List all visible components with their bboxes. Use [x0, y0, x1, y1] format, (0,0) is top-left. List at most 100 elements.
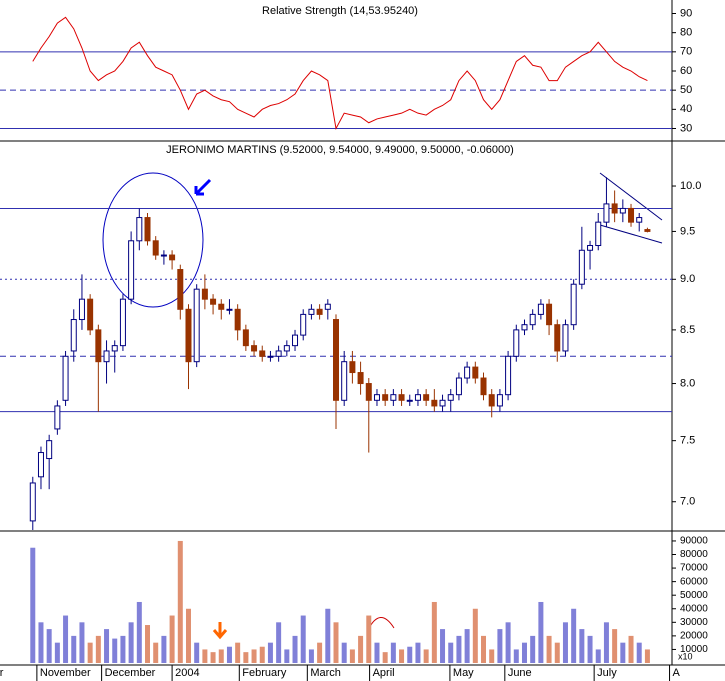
volume-bar [374, 642, 380, 663]
volume-bar [210, 652, 216, 663]
y-tick-label: 50000 [680, 590, 708, 601]
y-tick-label: 70000 [680, 563, 708, 574]
volume-bar [136, 601, 142, 663]
volume-bar [30, 547, 36, 663]
candle-body [128, 240, 135, 300]
candle-body [619, 207, 626, 214]
candle-body [185, 308, 192, 363]
candle-body [382, 394, 389, 401]
y-tick-label: 30000 [680, 617, 708, 628]
volume-bar [407, 646, 413, 663]
volume-bar [382, 652, 388, 663]
candle-body [267, 355, 274, 358]
y-tick-label: 8.5 [680, 324, 695, 336]
volume-bar [218, 649, 224, 663]
volume-bar [267, 642, 273, 663]
annotation-circle [102, 172, 204, 308]
candle-body [144, 217, 151, 242]
volume-bar [554, 642, 560, 663]
y-tick-label: 10.0 [680, 180, 701, 192]
candle-body [636, 217, 643, 223]
x-tick-label: June [508, 667, 532, 679]
volume-bar [185, 608, 191, 663]
x-tick-label: r [0, 667, 4, 679]
rsi-line [32, 16, 648, 131]
volume-bar [448, 642, 454, 663]
volume-bar [308, 649, 314, 663]
candle-body [414, 394, 421, 401]
volume-bar [538, 601, 544, 663]
volume-bar [579, 629, 585, 663]
candle-body [160, 254, 167, 257]
volume-bar [603, 622, 609, 663]
volume-bar [358, 635, 364, 663]
volume-bar [226, 646, 232, 663]
volume-bar [587, 635, 593, 663]
volume-bar [497, 629, 503, 663]
candle-body [46, 440, 53, 460]
volume-bar [87, 642, 93, 663]
volume-bar [95, 635, 101, 663]
x-tick-label: March [310, 667, 341, 679]
volume-bar [300, 615, 306, 663]
volume-bar [390, 642, 396, 663]
candle-body [95, 329, 102, 363]
candle-body [193, 288, 200, 363]
y-tick-label: 60000 [680, 576, 708, 587]
volume-bar [562, 622, 568, 663]
volume-bar [202, 649, 208, 663]
candle-body [349, 361, 356, 374]
y-tick-label: 20000 [680, 631, 708, 642]
candle-body [488, 394, 495, 407]
candle-body [611, 203, 618, 214]
volume-bar [366, 615, 372, 663]
volume-bar [489, 649, 495, 663]
trend-line [599, 172, 663, 221]
candle-body [570, 283, 577, 326]
volume-bar [333, 622, 339, 663]
volume-bar [341, 642, 347, 663]
x-tick-label: May [453, 667, 474, 679]
volume-bar [456, 635, 462, 663]
y-tick-label: 80 [680, 27, 692, 39]
candle-body [431, 399, 438, 407]
volume-bar [415, 642, 421, 663]
volume-bar [546, 635, 552, 663]
volume-bar [251, 649, 257, 663]
x-tick-label: A [673, 667, 681, 679]
candle-body [480, 377, 487, 396]
volume-bar [423, 649, 429, 663]
candle-body [505, 355, 512, 396]
candle-body [496, 394, 503, 407]
volume-bar [128, 622, 134, 663]
candle-body [373, 394, 380, 401]
candle-body [333, 319, 339, 401]
candle-body [210, 298, 217, 305]
candle-body [54, 405, 61, 430]
candle-body [324, 303, 331, 310]
volume-bar [620, 642, 626, 663]
candle-body [464, 366, 471, 379]
candle-body [390, 394, 397, 401]
volume-bar [177, 540, 183, 663]
annotation-arrow [212, 622, 228, 640]
candle-body [529, 313, 536, 326]
x-tick-label: 2004 [175, 667, 199, 679]
candle-body [177, 269, 184, 310]
volume-bar [464, 629, 470, 663]
volume-bar [63, 615, 69, 663]
x-tick-label: July [597, 667, 617, 679]
volume-bar [259, 646, 265, 663]
candle-body [275, 350, 282, 357]
trend-line [599, 224, 663, 244]
candle-body [578, 249, 585, 285]
candle-body [365, 383, 372, 401]
candle-body [119, 298, 126, 347]
candle-body [423, 394, 430, 401]
candle-body [439, 399, 446, 407]
candle-body [521, 324, 528, 331]
volume-bar [513, 649, 519, 663]
candle-body [234, 308, 241, 331]
